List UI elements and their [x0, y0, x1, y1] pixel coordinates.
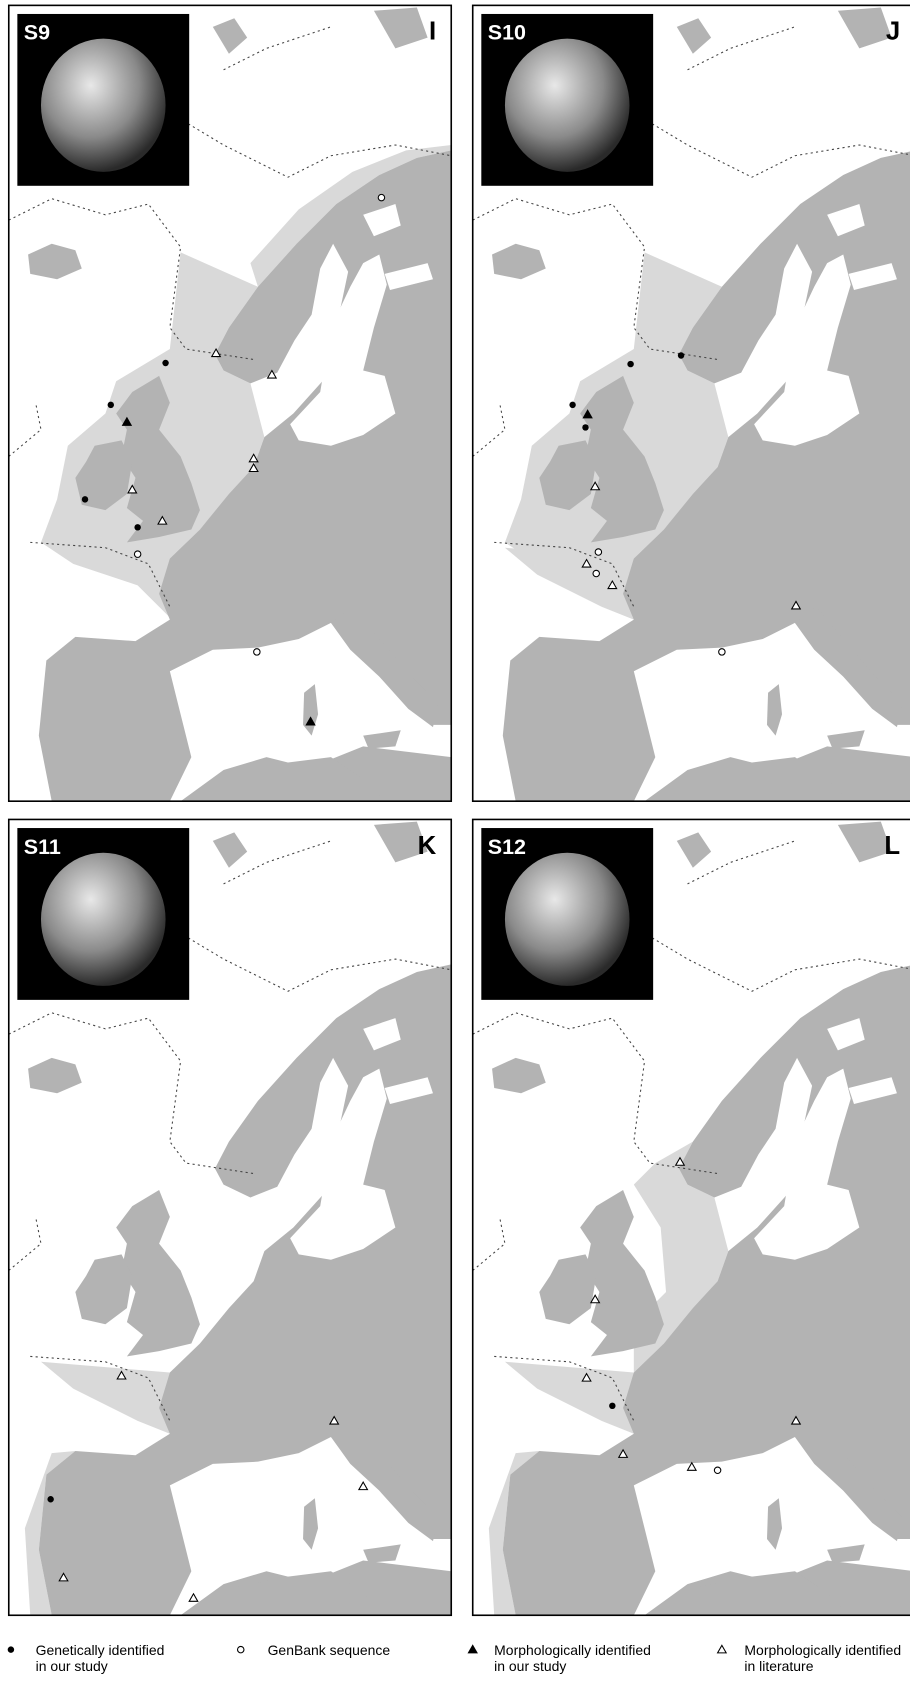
panel-code: S12 — [488, 835, 526, 859]
marker-genetic — [108, 402, 114, 408]
marker-genetic — [8, 1646, 14, 1652]
marker-genetic — [569, 402, 575, 408]
marker-genbank — [719, 649, 725, 655]
foram-shell — [41, 853, 166, 986]
marker-genetic — [582, 424, 588, 430]
marker-morph-study — [468, 1645, 477, 1653]
panel-code: S9 — [24, 21, 50, 45]
panel-code: S10 — [488, 21, 526, 45]
map-panel: S9 I — [9, 5, 451, 801]
panel-letter: L — [884, 832, 900, 860]
legend-text: in literature — [744, 1658, 813, 1674]
foram-shell — [505, 853, 630, 986]
legend-text: in our study — [36, 1658, 108, 1674]
marker-genbank — [378, 194, 384, 200]
map-panel: S10 J — [473, 5, 910, 801]
legend-text: GenBank sequence — [268, 1642, 391, 1658]
marker-genetic — [609, 1403, 615, 1409]
marker-genetic — [47, 1496, 53, 1502]
marker-genetic — [82, 496, 88, 502]
marker-genetic — [627, 361, 633, 367]
marker-genbank — [238, 1646, 244, 1652]
map-panel: S11 K — [9, 819, 451, 1615]
figure: S9IS10JS11KS12L Genetically identifiedin… — [0, 0, 910, 1684]
map-panel: S12 L — [473, 819, 910, 1615]
marker-genbank — [134, 551, 140, 557]
legend-text: in our study — [494, 1658, 566, 1674]
marker-morph-literature — [718, 1645, 727, 1653]
marker-genbank — [714, 1467, 720, 1473]
panel-letter: I — [429, 18, 436, 46]
marker-genbank — [595, 549, 601, 555]
marker-genetic — [678, 352, 684, 358]
marker-genetic — [162, 360, 168, 366]
legend-text: Morphologically identified — [494, 1642, 651, 1658]
marker-genbank — [254, 649, 260, 655]
panel-letter: K — [418, 832, 437, 860]
marker-genbank — [593, 570, 599, 576]
legend-text: Genetically identified — [36, 1642, 165, 1658]
foram-shell — [505, 39, 630, 172]
panel-letter: J — [886, 18, 900, 46]
foram-shell — [41, 39, 166, 172]
marker-genetic — [134, 524, 140, 530]
panel-code: S11 — [24, 835, 61, 859]
legend-text: Morphologically identified — [744, 1642, 901, 1658]
